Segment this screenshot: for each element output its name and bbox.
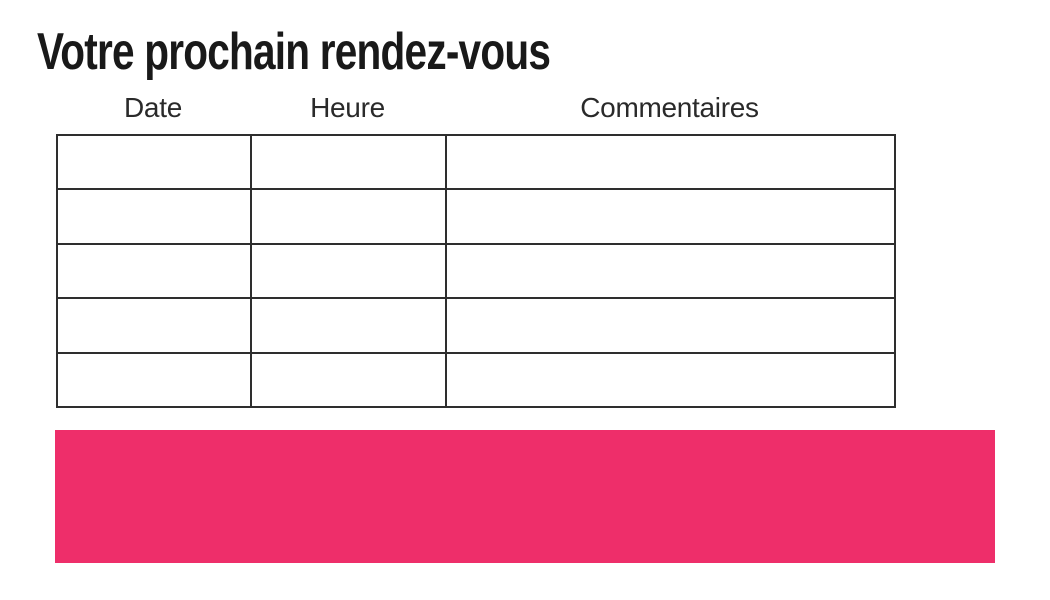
table-cell-date <box>56 351 252 409</box>
table-cell-commentaires <box>445 242 896 300</box>
table-cell-commentaires <box>445 133 896 191</box>
table-row <box>56 188 896 245</box>
table-cell-commentaires <box>445 351 896 409</box>
appointment-table <box>56 133 896 409</box>
table-cell-date <box>56 242 252 300</box>
table-cell-date <box>56 297 252 354</box>
table-cell-heure <box>250 351 447 409</box>
table-row <box>56 242 896 300</box>
table-row <box>56 297 896 354</box>
table-header-row: Date Heure Commentaires <box>56 93 894 122</box>
table-cell-heure <box>250 188 447 245</box>
table-cell-heure <box>250 242 447 300</box>
table-cell-heure <box>250 297 447 354</box>
table-row <box>56 133 896 191</box>
table-cell-date <box>56 133 252 191</box>
table-cell-date <box>56 188 252 245</box>
page-title: Votre prochain rendez-vous <box>37 23 551 81</box>
table-cell-commentaires <box>445 188 896 245</box>
pink-banner <box>55 430 995 563</box>
table-cell-commentaires <box>445 297 896 354</box>
table-cell-heure <box>250 133 447 191</box>
table-row <box>56 351 896 409</box>
column-header-date: Date <box>124 92 182 123</box>
column-header-commentaires: Commentaires <box>580 92 759 123</box>
column-header-heure: Heure <box>310 92 385 123</box>
